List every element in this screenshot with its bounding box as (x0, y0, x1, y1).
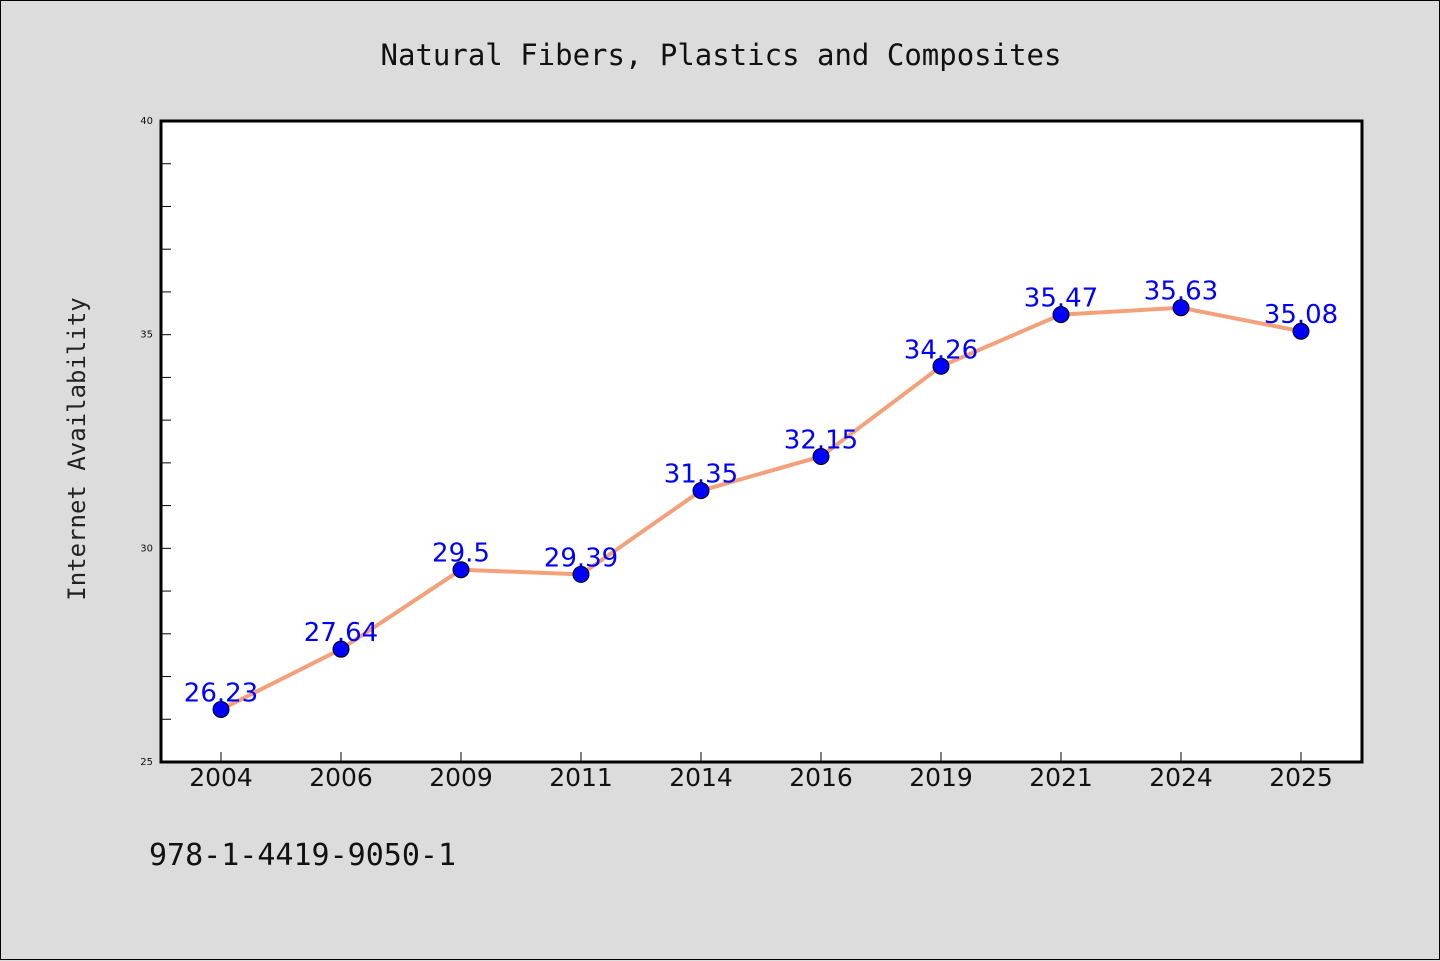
x-tick-label: 2025 (1269, 763, 1333, 792)
footnote-isbn: 978-1-4419-9050-1 (149, 838, 456, 873)
x-tick-label: 2004 (189, 763, 253, 792)
data-point (332, 640, 350, 658)
data-label: 29.39 (544, 543, 618, 573)
data-label: 35.08 (1264, 300, 1338, 330)
x-tick-label: 2014 (669, 763, 733, 792)
x-tick-label: 2021 (1029, 763, 1093, 792)
y-tick-label: 35 (140, 330, 153, 341)
data-point (692, 482, 710, 500)
data-point (212, 700, 230, 718)
x-tick-label: 2009 (429, 763, 493, 792)
data-point (812, 447, 830, 465)
y-axis: 25 30 35 40 (140, 116, 171, 768)
data-label: 35.47 (1024, 284, 1098, 314)
x-tick-label: 2006 (309, 763, 373, 792)
x-axis: 2004 2006 2009 2011 2014 2016 2019 2021 2024 2025 (189, 752, 1333, 792)
y-tick-label: 30 (140, 543, 153, 554)
data-label: 35.63 (1144, 277, 1218, 307)
x-tick-label: 2019 (909, 763, 973, 792)
data-point (932, 357, 950, 375)
data-point (452, 561, 470, 579)
y-axis-label: Internet Availability (63, 297, 91, 600)
data-labels: 26.23 27.64 29.5 29.39 31.35 32.15 34.26 35.47 3… (184, 277, 1338, 709)
data-label: 31.35 (664, 460, 738, 490)
y-tick-label: 25 (140, 757, 153, 768)
series-line (220, 305, 1302, 712)
data-markers (212, 299, 1310, 718)
data-label: 26.23 (184, 678, 258, 708)
plot-area (161, 121, 1362, 762)
data-label: 27.64 (304, 618, 378, 648)
chart-title: Natural Fibers, Plastics and Composites (381, 38, 1062, 72)
data-point (1292, 322, 1310, 340)
data-label: 29.5 (432, 539, 490, 569)
data-point (1172, 299, 1190, 317)
x-tick-label: 2011 (549, 763, 613, 792)
data-point (572, 565, 590, 583)
y-tick-label: 40 (140, 116, 153, 127)
data-point (1052, 306, 1070, 324)
data-label: 32.15 (784, 425, 858, 455)
x-tick-label: 2024 (1149, 763, 1213, 792)
data-label: 34.26 (904, 335, 978, 365)
x-tick-label: 2016 (789, 763, 853, 792)
plot-frame (159, 119, 1364, 764)
